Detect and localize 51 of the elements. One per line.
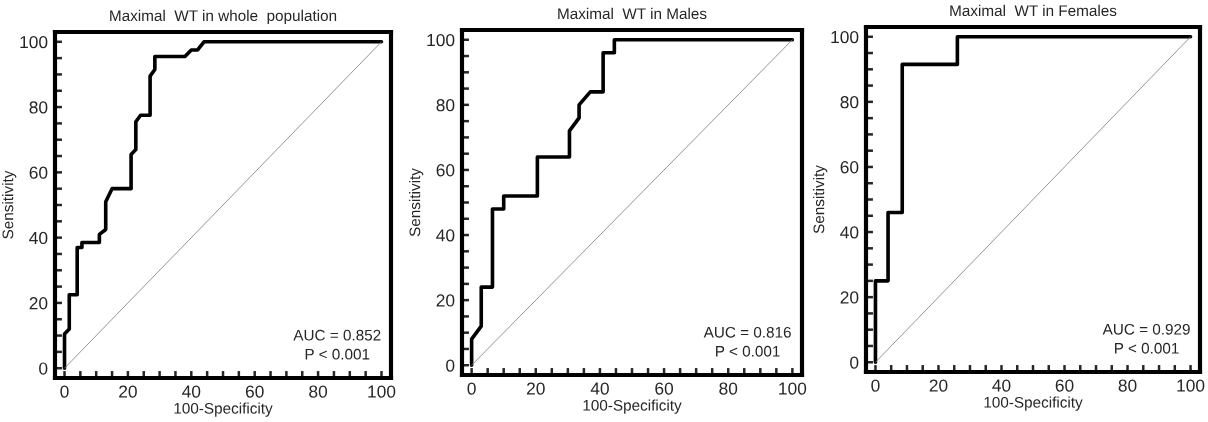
y-axis-title: Sensitivity (409, 168, 424, 237)
y-tick-label: 80 (840, 96, 859, 109)
y-tick-label: 20 (436, 294, 455, 307)
x-tick-label: 0 (467, 382, 476, 395)
chart-title: Maximal WT in whole population (110, 9, 337, 25)
annotation: AUC = 0.929 (1102, 323, 1190, 335)
y-tick-label: 100 (831, 30, 859, 44)
y-tick-label: 60 (840, 161, 859, 174)
x-tick-label: 40 (590, 382, 609, 395)
annotation: P < 0.001 (1115, 342, 1179, 354)
x-tick-label: 60 (245, 385, 264, 398)
x-axis-title: 100-Specificity (583, 399, 682, 414)
y-tick-label: 80 (436, 99, 455, 112)
x-tick-label: 100 (368, 385, 396, 398)
y-tick-label: 100 (427, 33, 455, 47)
x-tick-label: 60 (655, 382, 674, 395)
x-axis-title: 100-Specificity (984, 396, 1083, 411)
y-tick-label: 0 (39, 362, 48, 375)
x-tick-label: 0 (60, 385, 69, 398)
x-tick-label: 60 (1055, 379, 1074, 392)
chart-title: Maximal WT in Males (558, 7, 707, 20)
x-tick-label: 80 (719, 382, 738, 395)
y-tick-label: 20 (29, 297, 48, 310)
x-tick-label: 0 (871, 379, 880, 392)
x-tick-label: 20 (929, 379, 948, 392)
x-axis-title: 100-Specificity (174, 402, 273, 417)
x-tick-label: 80 (309, 385, 328, 398)
annotation: AUC = 0.852 (293, 329, 381, 341)
y-tick-label: 100 (20, 35, 48, 49)
annotation: P < 0.001 (716, 345, 780, 357)
annotation: AUC = 0.816 (703, 326, 791, 338)
x-tick-label: 80 (1118, 379, 1137, 392)
y-tick-label: 0 (446, 359, 455, 372)
y-tick-label: 20 (840, 291, 859, 304)
x-tick-label: 100 (1177, 379, 1205, 392)
y-tick-label: 60 (29, 166, 48, 179)
y-tick-label: 0 (850, 356, 859, 369)
annotation: P < 0.001 (305, 348, 370, 360)
x-tick-label: 40 (182, 385, 201, 398)
y-tick-label: 80 (29, 101, 48, 114)
x-tick-label: 20 (526, 382, 545, 395)
y-tick-label: 40 (840, 226, 859, 239)
y-axis-title: Sensitivity (813, 165, 828, 234)
y-axis-title: Sensitivity (2, 170, 17, 239)
x-tick-label: 40 (992, 379, 1011, 392)
y-tick-label: 60 (436, 164, 455, 177)
y-tick-label: 40 (436, 229, 455, 242)
y-tick-label: 40 (29, 231, 48, 245)
x-tick-label: 100 (779, 382, 807, 395)
chart-title: Maximal WT in Females (950, 4, 1117, 17)
x-tick-label: 20 (119, 385, 137, 398)
